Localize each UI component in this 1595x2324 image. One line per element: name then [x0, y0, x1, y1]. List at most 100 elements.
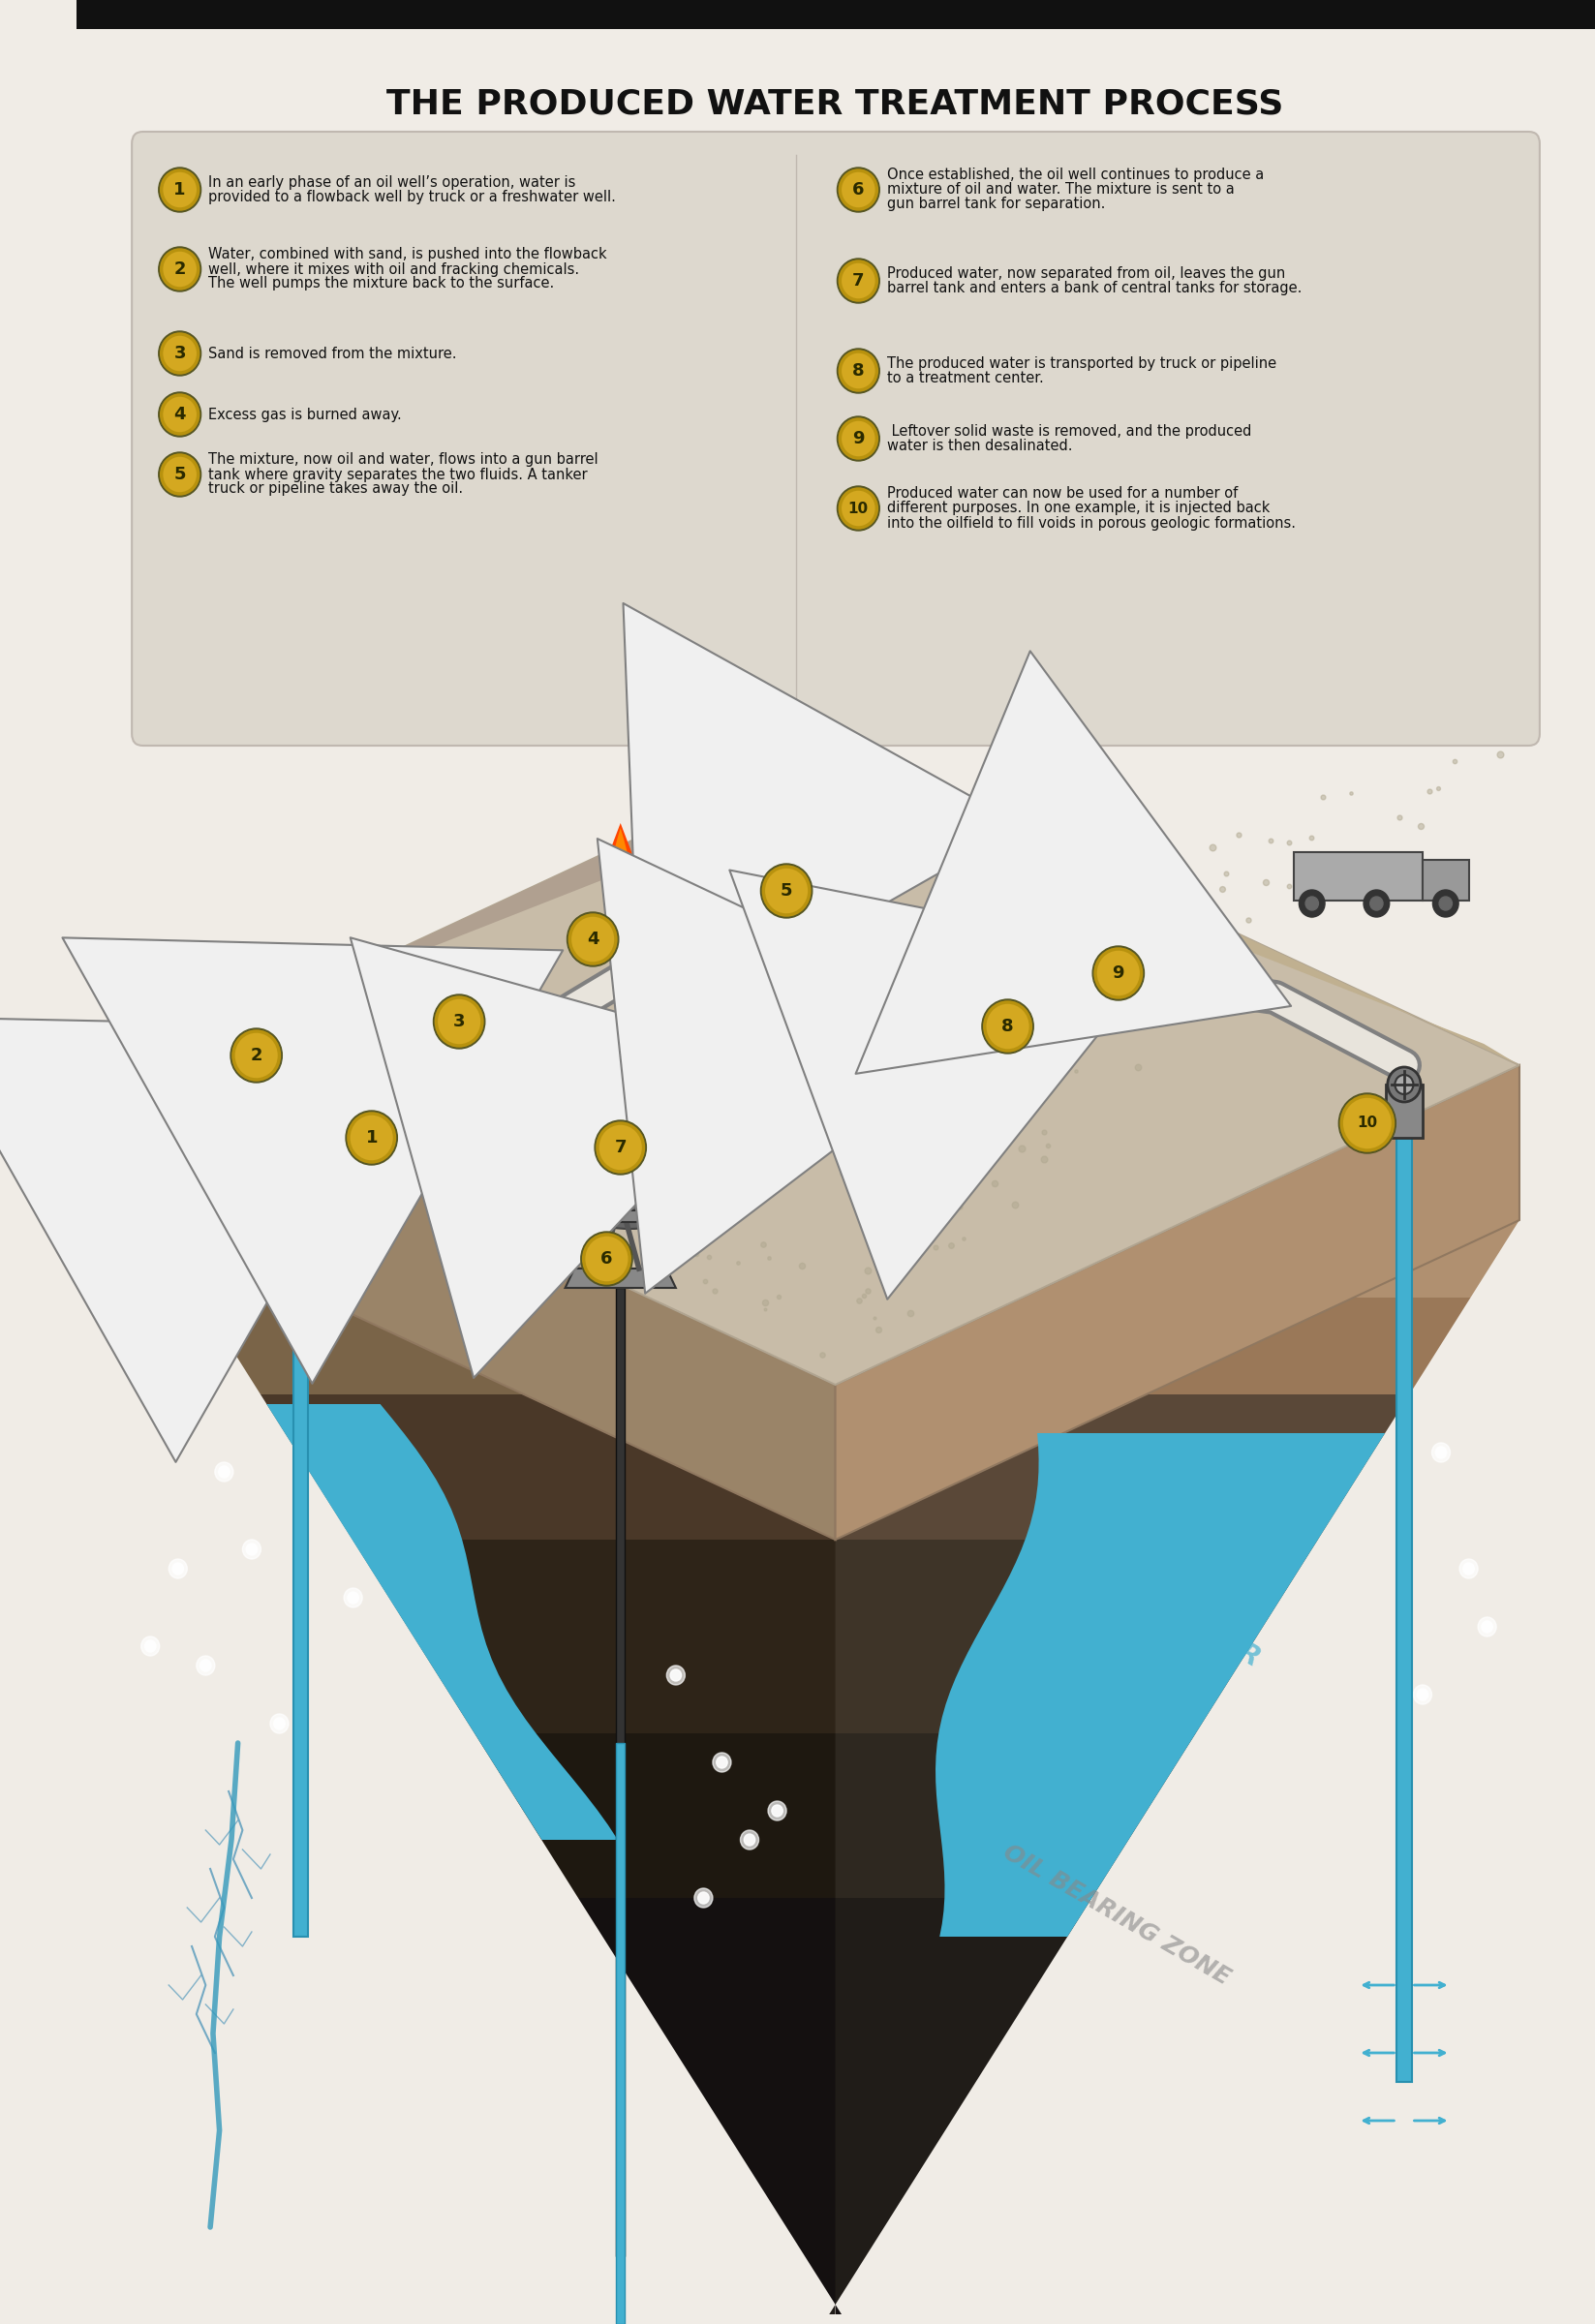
Bar	[1397, 1113, 1412, 2082]
Circle shape	[434, 995, 485, 1048]
Text: The produced water is transported by truck or pipeline: The produced water is transported by tru…	[887, 356, 1276, 372]
Polygon shape	[962, 953, 1062, 1037]
Text: Excess gas is burned away.: Excess gas is burned away.	[209, 407, 402, 421]
FancyBboxPatch shape	[132, 132, 1539, 746]
Text: 3: 3	[174, 344, 187, 363]
Circle shape	[1482, 1622, 1493, 1631]
Ellipse shape	[579, 1064, 681, 1104]
Text: 8: 8	[852, 363, 864, 379]
Text: 3: 3	[453, 1013, 466, 1030]
Text: water is then desalinated.: water is then desalinated.	[887, 439, 1072, 453]
Circle shape	[167, 1009, 180, 1023]
Polygon shape	[936, 1434, 1384, 1936]
Text: Once established, the oil well continues to produce a: Once established, the oil well continues…	[887, 167, 1263, 184]
Polygon shape	[1386, 1085, 1423, 1139]
Circle shape	[158, 246, 201, 290]
Circle shape	[595, 1120, 646, 1174]
Circle shape	[1388, 1067, 1421, 1102]
Circle shape	[158, 330, 201, 376]
Text: well, where it mixes with oil and fracking chemicals.: well, where it mixes with oil and fracki…	[209, 263, 579, 277]
Polygon shape	[836, 1538, 1317, 1734]
Circle shape	[222, 1009, 234, 1023]
Circle shape	[1338, 1092, 1396, 1153]
Circle shape	[349, 1113, 394, 1162]
Circle shape	[1463, 1562, 1474, 1576]
Text: 1: 1	[174, 181, 187, 198]
Polygon shape	[611, 827, 630, 862]
Polygon shape	[565, 1269, 676, 1287]
Text: 2: 2	[174, 260, 187, 279]
Ellipse shape	[612, 862, 628, 872]
Polygon shape	[713, 1041, 860, 1055]
Circle shape	[837, 416, 879, 460]
Circle shape	[158, 167, 201, 211]
Text: mixture of oil and water. The mixture is sent to a: mixture of oil and water. The mixture is…	[887, 184, 1235, 198]
Circle shape	[274, 1717, 286, 1729]
Polygon shape	[352, 1538, 836, 1734]
Bar	[293, 1064, 308, 1936]
Polygon shape	[836, 746, 1520, 1064]
Circle shape	[346, 1111, 397, 1164]
Polygon shape	[836, 1064, 1520, 1538]
Text: AQUIFER: AQUIFER	[1137, 1580, 1265, 1671]
Text: truck or pipeline takes away the oil.: truck or pipeline takes away the oil.	[209, 481, 463, 497]
Bar	[616, 1743, 625, 2324]
Text: 9: 9	[852, 430, 864, 446]
Text: THE PRODUCED WATER TREATMENT PROCESS: THE PRODUCED WATER TREATMENT PROCESS	[386, 88, 1284, 121]
Circle shape	[161, 170, 198, 209]
Circle shape	[841, 260, 877, 300]
Circle shape	[841, 170, 877, 209]
Text: 4: 4	[587, 930, 598, 948]
Circle shape	[983, 999, 1034, 1053]
Bar	[574, 1211, 667, 1222]
Polygon shape	[150, 1220, 836, 1297]
Circle shape	[161, 1002, 187, 1027]
Text: OIL BEARING ZONE: OIL BEARING ZONE	[998, 1841, 1235, 1989]
Polygon shape	[260, 1394, 836, 1538]
Ellipse shape	[703, 839, 852, 892]
Polygon shape	[77, 0, 1595, 28]
Circle shape	[764, 867, 810, 916]
Text: 1: 1	[365, 1129, 378, 1146]
Circle shape	[196, 1655, 215, 1676]
Circle shape	[837, 486, 879, 530]
Polygon shape	[836, 1734, 1196, 1899]
Text: 6: 6	[852, 181, 864, 198]
Circle shape	[837, 167, 879, 211]
Circle shape	[1459, 1559, 1479, 1578]
Circle shape	[743, 1834, 754, 1845]
Text: 6: 6	[601, 1250, 612, 1267]
Circle shape	[1435, 1446, 1447, 1459]
Circle shape	[158, 453, 201, 497]
Circle shape	[761, 865, 812, 918]
Circle shape	[345, 1587, 362, 1608]
Ellipse shape	[703, 1039, 852, 1083]
Circle shape	[568, 911, 619, 967]
Text: Produced water can now be used for a number of: Produced water can now be used for a num…	[887, 486, 1238, 502]
Circle shape	[841, 351, 877, 390]
Circle shape	[115, 1002, 140, 1027]
Circle shape	[1370, 897, 1383, 911]
Circle shape	[670, 1669, 681, 1680]
Polygon shape	[1062, 934, 1077, 1037]
Circle shape	[1093, 946, 1144, 999]
Circle shape	[598, 1122, 643, 1171]
Circle shape	[233, 1032, 279, 1081]
Circle shape	[161, 395, 198, 435]
Text: The mixture, now oil and water, flows into a gun barrel: The mixture, now oil and water, flows in…	[209, 453, 598, 467]
Circle shape	[837, 349, 879, 393]
Circle shape	[270, 1715, 289, 1734]
Text: 8: 8	[1002, 1018, 1014, 1034]
Circle shape	[667, 1666, 684, 1685]
Polygon shape	[474, 1734, 836, 1899]
Bar	[616, 862, 625, 1006]
Polygon shape	[836, 1394, 1410, 1538]
Polygon shape	[1423, 860, 1469, 899]
Circle shape	[837, 258, 879, 302]
Circle shape	[215, 1002, 241, 1027]
Text: 4: 4	[174, 407, 187, 423]
Circle shape	[557, 1199, 589, 1234]
Circle shape	[242, 1538, 262, 1559]
Circle shape	[1341, 1097, 1392, 1150]
Circle shape	[215, 1462, 233, 1483]
